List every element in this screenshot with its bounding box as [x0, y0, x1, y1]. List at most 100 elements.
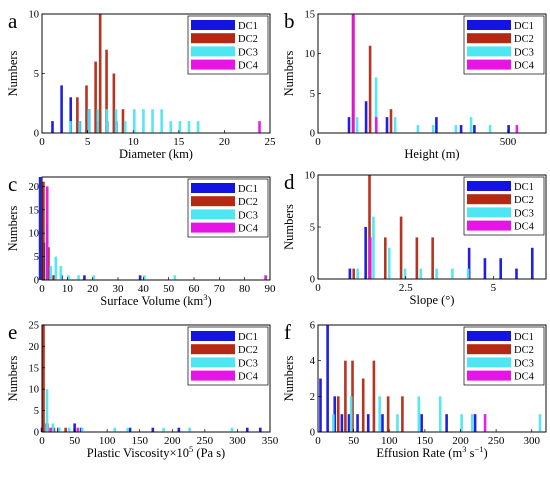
- x-axis-label-part: ): [484, 446, 488, 460]
- legend-swatch-dc3: [191, 357, 235, 368]
- x-tick-label: 60: [189, 283, 201, 295]
- bar-dc2: [85, 85, 88, 133]
- chart-panel-d: 0 2.5 5 0 5 10 Slope (°) Numbers d DC1 DC2 DC3 DC4: [282, 170, 547, 307]
- y-axis-label: Numbers: [282, 50, 296, 96]
- bar-dc1: [128, 427, 132, 432]
- legend-label-dc1: DC1: [238, 184, 258, 195]
- y-tick-label: 5: [34, 69, 39, 80]
- y-tick-label: 10: [29, 229, 40, 240]
- bar-dc2: [105, 49, 108, 134]
- bar-dc4: [45, 186, 49, 280]
- x-tick-label: 2.5: [399, 282, 413, 294]
- bar-dc2: [351, 360, 354, 432]
- legend-swatch-dc4: [191, 59, 235, 70]
- legend-label-dc2: DC2: [238, 34, 258, 45]
- bar-dc1: [73, 423, 76, 432]
- bar-dc1: [364, 101, 368, 133]
- x-tick-label: 0: [315, 282, 321, 294]
- plot-border: [41, 176, 271, 281]
- bar-dc3: [438, 396, 442, 432]
- x-axis-label-part: (Pa s): [193, 446, 225, 460]
- bar-dc2: [368, 45, 372, 133]
- bar-dc2: [384, 237, 387, 279]
- legend-label-dc4: DC4: [514, 222, 535, 233]
- bar-dc2: [76, 97, 79, 133]
- bar-dc2: [372, 360, 376, 432]
- legend: DC1 DC2 DC3 DC4: [187, 326, 269, 386]
- bar-dc3: [431, 125, 435, 133]
- x-tick-label: 50: [163, 283, 175, 295]
- x-tick-label: 500: [500, 136, 517, 148]
- x-axis-label-part: Diameter (km): [119, 147, 193, 161]
- bar-dc2: [352, 268, 356, 279]
- x-tick-label: 50: [348, 435, 360, 447]
- bar-dc3: [372, 216, 375, 279]
- bar-dc3: [162, 427, 165, 432]
- bar-dc3: [51, 423, 55, 432]
- legend-label-dc1: DC1: [514, 21, 534, 32]
- y-axis-label: Numbers: [6, 355, 20, 401]
- y-tick-label: 0: [34, 276, 39, 287]
- x-tick-label: 350: [262, 435, 279, 447]
- x-tick-label: 20: [87, 283, 99, 295]
- bar-dc1: [69, 97, 73, 133]
- x-tick-label: 0: [39, 283, 45, 295]
- x-axis-label-part: ): [208, 294, 212, 308]
- bar-dc1: [499, 258, 503, 279]
- legend: DC1 DC2 DC3 DC4: [187, 178, 269, 238]
- bar-dc3: [403, 268, 407, 279]
- y-tick-label: 2: [310, 392, 315, 403]
- bar-dc3: [126, 427, 130, 432]
- x-tick-label: 150: [417, 435, 434, 447]
- bar-dc3: [67, 427, 71, 432]
- legend-swatch-dc1: [467, 331, 511, 341]
- bar-dc1: [385, 117, 389, 133]
- bar-dc3: [356, 268, 359, 279]
- bar-dc3: [143, 275, 146, 280]
- bar-dc1: [245, 427, 249, 432]
- bar-dc3: [469, 117, 473, 133]
- y-axis-label: Numbers: [6, 205, 20, 251]
- legend-swatch-dc3: [467, 46, 511, 57]
- bar-dc2: [42, 325, 45, 432]
- bar-dc1: [420, 414, 423, 432]
- y-tick-label: 5: [34, 252, 39, 263]
- plot-border: [317, 324, 547, 433]
- y-axis-label: Numbers: [6, 50, 20, 96]
- bar-dc3: [49, 265, 52, 280]
- plot-border: [41, 324, 271, 433]
- x-axis-label-part: Plastic Viscosity×10: [87, 446, 189, 460]
- x-tick-label: 10: [62, 283, 74, 295]
- legend: DC1 DC2 DC3 DC4: [463, 176, 545, 236]
- bar-dc1: [467, 247, 471, 279]
- x-axis-label-superscript: 3: [203, 292, 207, 302]
- legend-swatch-dc3: [191, 46, 235, 57]
- x-tick-label: 70: [214, 283, 226, 295]
- x-tick-label: 0: [39, 136, 45, 148]
- bar-dc1: [364, 227, 367, 279]
- panel-letter: a: [8, 9, 18, 33]
- bar-dc3: [114, 109, 118, 133]
- legend-swatch-dc1: [191, 331, 235, 341]
- legend: DC1 DC2 DC3 DC4: [463, 15, 545, 75]
- legend: DC1 DC2 DC3 DC4: [187, 15, 269, 75]
- bar-dc1: [473, 125, 476, 133]
- bar-dc1: [348, 268, 352, 279]
- x-tick-label: 100: [99, 435, 116, 447]
- bar-dc2: [98, 14, 102, 133]
- y-tick-label: 5: [34, 406, 39, 417]
- bar-dc3: [178, 121, 182, 133]
- x-axis-label-superscript: 5: [189, 444, 193, 454]
- x-axis-label: Effusion Rate (m3 s−1): [376, 444, 487, 460]
- x-tick-label: 200: [452, 435, 469, 447]
- bar-dc4: [352, 14, 355, 133]
- bar-dc2: [344, 360, 347, 432]
- chart-panel-e: 0 50 100 150 200 250 300 350 0 5 10 15 20 25 Plastic V…: [6, 320, 279, 460]
- bar-dc3: [123, 121, 127, 133]
- bar-dc4: [375, 117, 378, 133]
- y-tick-label: 0: [34, 129, 39, 140]
- bar-dc3: [45, 389, 49, 432]
- y-axis-label: Numbers: [282, 204, 296, 250]
